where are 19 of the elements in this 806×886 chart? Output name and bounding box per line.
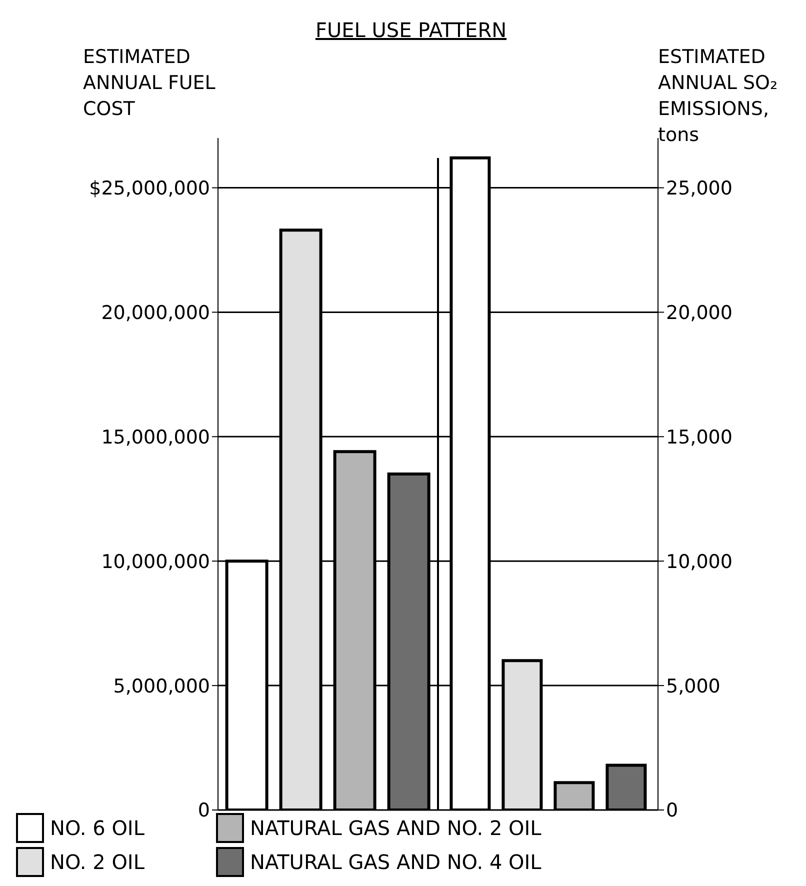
y-tick-label: 5,000 xyxy=(666,675,720,698)
legend-label: NO. 6 OIL xyxy=(50,816,144,840)
y-tick-label: 15,000,000 xyxy=(101,426,210,448)
y-tick-label: 10,000,000 xyxy=(101,550,210,573)
y-tick-label: 20,000,000 xyxy=(101,302,210,324)
y-tick-label: 0 xyxy=(198,800,210,822)
y-tick-label: 25,000 xyxy=(666,178,732,200)
y-axis-title: ESTIMATED ANNUAL SO₂ EMISSIONS, tons xyxy=(658,45,779,148)
legend-label: NATURAL GAS AND NO. 4 OIL xyxy=(250,850,542,874)
y-tick-label: 15,000 xyxy=(666,426,732,448)
legend-label: NO. 2 OIL xyxy=(50,850,144,874)
legend-label: NATURAL GAS AND NO. 2 OIL xyxy=(250,816,542,840)
y-axis-title: ESTIMATED ANNUAL FUEL COST xyxy=(83,45,216,122)
y-tick-label: 0 xyxy=(666,800,678,822)
y-tick-label: 10,000 xyxy=(666,550,732,573)
y-tick-label: 20,000 xyxy=(666,302,732,324)
chart-title: FUEL USE PATTERN xyxy=(314,18,508,42)
y-tick-label: 5,000,000 xyxy=(113,675,210,698)
y-tick-label: $25,000,000 xyxy=(89,178,210,200)
